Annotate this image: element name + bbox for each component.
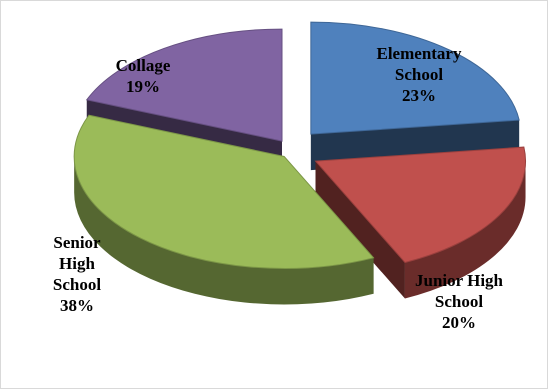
pie-slice-elementary-school — [310, 21, 520, 135]
pie-top-layer — [73, 21, 527, 269]
data-label-line: School — [435, 292, 483, 311]
data-label-line: 19% — [126, 77, 160, 96]
data-label-line: 20% — [442, 313, 476, 332]
data-label-line: Senior — [53, 233, 101, 252]
data-label-junior-high-school: Junior High School 20% — [415, 271, 504, 332]
data-label-collage: Collage 19% — [116, 56, 171, 96]
pie-labels: Elementary School 23% Junior High School 20% S… — [53, 44, 504, 332]
data-label-line: School — [53, 275, 101, 294]
data-label-line: Collage — [116, 56, 171, 75]
data-label-line: High — [59, 254, 95, 273]
data-label-line: 23% — [402, 86, 436, 105]
pie-slice-collage — [85, 28, 283, 142]
pie-slice-junior-high-school — [314, 146, 527, 264]
data-label-line: 38% — [60, 296, 94, 315]
data-label-line: Elementary — [377, 44, 462, 63]
pie-slice-wall-junior-high-school-end — [315, 161, 405, 299]
data-label-elementary-school: Elementary School 23% — [377, 44, 462, 105]
pie-slice-rim-junior-high-school — [404, 161, 526, 299]
pie-slice-rim-senior-high-school — [74, 156, 374, 305]
pie-slice-senior-high-school — [73, 114, 375, 269]
data-label-line: Junior High — [415, 271, 504, 290]
data-label-line: School — [395, 65, 443, 84]
data-label-senior-high-school: Senior High School 38% — [53, 233, 101, 315]
